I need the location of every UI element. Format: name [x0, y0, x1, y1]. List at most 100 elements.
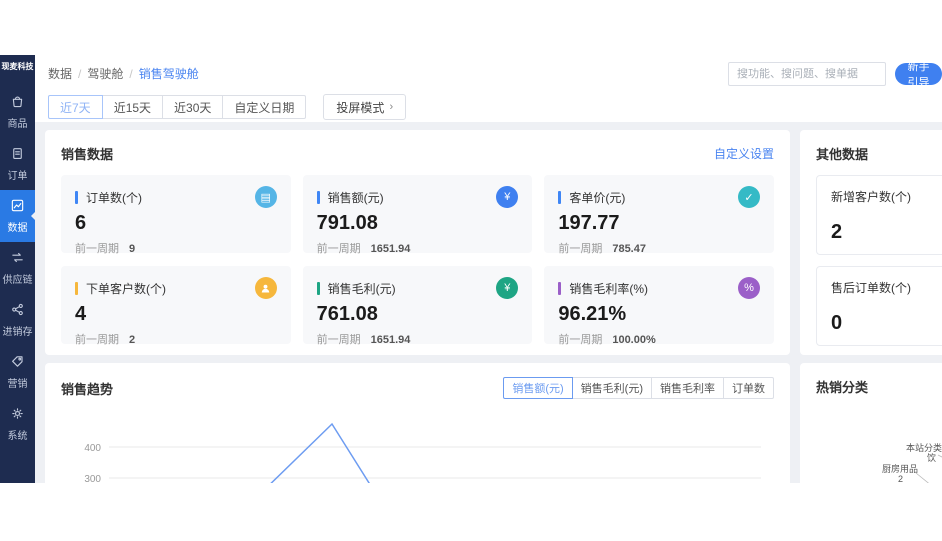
pie-label: 饮: [927, 452, 936, 463]
kpi-card-new-customers[interactable]: 新增客户数(个) 2: [816, 175, 942, 255]
sidebar-item-marketing[interactable]: 营销: [0, 346, 35, 398]
breadcrumb-item[interactable]: 数据: [48, 67, 73, 81]
breadcrumb-separator: /: [78, 66, 82, 81]
card-value: 96.21%: [558, 303, 627, 325]
goods-bag-icon: [10, 94, 25, 112]
card-value: 0: [831, 312, 843, 334]
person-icon: [254, 277, 277, 299]
range-custom-button[interactable]: 自定义日期: [222, 95, 307, 119]
card-value: 791.08: [316, 212, 378, 234]
order-icon: ▤: [254, 186, 277, 208]
card-label: 售后订单数(个): [831, 281, 911, 295]
orders-doc-icon: [10, 146, 25, 164]
kpi-card-gross-profit[interactable]: 销售毛利(元) ¥ 761.08 前一周期 1651.94: [302, 266, 533, 346]
cast-mode-label: 投屏模式: [336, 100, 385, 115]
card-label: 新增客户数(个): [831, 190, 911, 204]
cast-mode-button[interactable]: 投屏模式 ›: [323, 94, 407, 120]
card-accent-bar: [316, 281, 320, 295]
trend-line-chart: 400 300: [84, 422, 761, 483]
sidebar: 现麦科技 商品 订单 数据 供应链 进销存: [0, 55, 35, 483]
kpi-cards-grid: 订单数(个) ▤ 6 前一周期 9 销售额(元) ¥ 791.08 前一周期 165…: [61, 175, 774, 346]
card-previous-period: 前一周期 100.00%: [558, 334, 656, 346]
breadcrumb-separator: /: [129, 66, 133, 81]
yuan-icon: ¥: [496, 186, 519, 208]
sales-panel-title: 销售数据: [61, 147, 114, 162]
card-previous-period: 前一周期 2: [75, 334, 136, 346]
card-value: 4: [75, 303, 87, 325]
sidebar-item-supply-chain[interactable]: 供应链: [0, 242, 35, 294]
card-accent-bar: [316, 190, 320, 204]
search-input[interactable]: [729, 68, 883, 80]
kpi-card-order-count[interactable]: 订单数(个) ▤ 6 前一周期 9: [61, 175, 291, 255]
card-value: 6: [75, 212, 87, 234]
breadcrumb-item[interactable]: 驾驶舱: [87, 67, 124, 81]
other-panel-title: 其他数据: [816, 147, 869, 162]
card-label: 客单价(元): [569, 190, 626, 205]
range-7d-button[interactable]: 近7天: [48, 95, 103, 119]
hot-categories-panel: 热销分类 本站分类 饮 厨房用品 2: [800, 363, 942, 483]
pie-label: 本站分类: [906, 442, 942, 453]
trend-metric-tabs: 销售额(元) 销售毛利(元) 销售毛利率 订单数: [503, 377, 774, 399]
tab-gross-profit[interactable]: 销售毛利(元): [571, 377, 652, 399]
kpi-card-aftersale-orders[interactable]: 售后订单数(个) 0: [816, 266, 942, 346]
hot-panel-title: 热销分类: [816, 380, 869, 395]
customize-settings-link[interactable]: 自定义设置: [713, 147, 774, 161]
sidebar-item-label: 订单: [7, 171, 28, 182]
card-accent-bar: [558, 281, 562, 295]
sidebar-item-orders[interactable]: 订单: [0, 138, 35, 190]
other-data-panel: 其他数据 新增客户数(个) 2 售后订单数(个) 0: [800, 130, 942, 355]
sidebar-item-label: 进销存: [2, 327, 33, 338]
card-accent-bar: [75, 190, 78, 204]
app-window: 现麦科技 商品 订单 数据 供应链 进销存: [0, 55, 942, 483]
tab-gross-margin[interactable]: 销售毛利率: [651, 377, 724, 399]
sales-trend-panel: 销售趋势 销售额(元) 销售毛利(元) 销售毛利率 订单数 400 300: [45, 363, 790, 483]
tab-order-count[interactable]: 订单数: [723, 377, 774, 399]
card-previous-period: 前一周期 1651.94: [316, 334, 411, 346]
kpi-card-ordering-customers[interactable]: 下单客户数(个) 4 前一周期 2: [61, 266, 291, 346]
profit-icon: ¥: [496, 277, 519, 299]
breadcrumb-current: 销售驾驶舱: [138, 67, 199, 81]
pie-label: 2: [898, 474, 903, 483]
pie-label: 厨房用品: [882, 463, 918, 474]
card-value: 2: [831, 221, 843, 243]
global-search: [728, 62, 886, 86]
y-axis-tick: 300: [84, 474, 101, 483]
sidebar-nav: 商品 订单 数据 供应链 进销存 营销: [0, 86, 35, 450]
card-previous-period: 前一周期 9: [75, 243, 136, 255]
y-axis-tick: 400: [84, 443, 101, 454]
card-previous-period: 前一周期 785.47: [558, 243, 646, 255]
card-label: 销售毛利(元): [327, 281, 396, 296]
card-accent-bar: [75, 281, 78, 295]
sidebar-item-data[interactable]: 数据: [0, 190, 35, 242]
percent-icon: %: [738, 277, 760, 299]
inventory-share-icon: [10, 302, 25, 320]
top-header: 数据 / 驾驶舱 / 销售驾驶舱 新手引导 近7天 近15天 近30天 自定义日…: [35, 55, 942, 122]
data-chart-icon: [10, 198, 25, 216]
trend-panel-title: 销售趋势: [61, 381, 114, 397]
sidebar-item-inventory[interactable]: 进销存: [0, 294, 35, 346]
trend-series-line: [270, 422, 370, 483]
card-value: 761.08: [316, 303, 378, 325]
sales-data-panel: 销售数据 自定义设置 订单数(个) ▤ 6 前一周期 9 销售额(元) ¥ 79: [45, 130, 790, 355]
card-label: 销售额(元): [327, 190, 384, 205]
hot-categories-pie-chart: 本站分类 饮 厨房用品 2: [882, 442, 942, 483]
gear-icon: [10, 406, 25, 424]
sidebar-item-label: 数据: [7, 223, 28, 234]
card-previous-period: 前一周期 1651.94: [316, 243, 411, 255]
kpi-card-sales-amount[interactable]: 销售额(元) ¥ 791.08 前一周期 1651.94: [302, 175, 533, 255]
card-value: 197.77: [558, 212, 620, 234]
sidebar-item-label: 营销: [7, 379, 28, 390]
marketing-tag-icon: [10, 354, 25, 372]
sidebar-item-goods[interactable]: 商品: [0, 86, 35, 138]
range-30d-button[interactable]: 近30天: [162, 95, 224, 119]
supply-arrows-icon: [10, 250, 25, 268]
tab-sales-amount[interactable]: 销售额(元): [503, 377, 573, 399]
range-15d-button[interactable]: 近15天: [101, 95, 164, 119]
kpi-card-avg-order-value[interactable]: 客单价(元) ✓ 197.77 前一周期 785.47: [544, 175, 774, 255]
sidebar-item-system[interactable]: 系统: [0, 398, 35, 450]
card-accent-bar: [558, 190, 562, 204]
breadcrumb: 数据 / 驾驶舱 / 销售驾驶舱: [48, 65, 199, 82]
kpi-card-gross-margin[interactable]: 销售毛利率(%) % 96.21% 前一周期 100.00%: [544, 266, 774, 346]
guide-button[interactable]: 新手引导: [895, 61, 942, 89]
check-icon: ✓: [738, 186, 760, 208]
